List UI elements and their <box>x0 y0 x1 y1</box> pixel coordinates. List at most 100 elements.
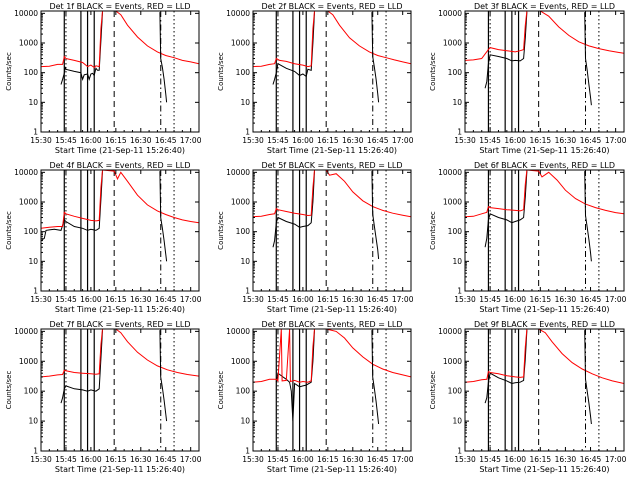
x-tick-label: 16:15 <box>105 455 127 464</box>
plot-area <box>253 329 411 451</box>
y-tick-label: 100 <box>24 387 39 396</box>
x-tick-label: 16:00 <box>504 295 526 304</box>
y-tick-label: 10000 <box>14 168 38 177</box>
x-tick-label: 15:45 <box>267 295 289 304</box>
series-line-3 <box>584 330 592 425</box>
y-tick-label: 1 <box>33 447 38 456</box>
x-axis-label: Start Time (21-Sep-11 15:26:40) <box>479 465 609 474</box>
y-tick-label: 100 <box>24 227 39 236</box>
x-axis-label: Start Time (21-Sep-11 15:26:40) <box>267 146 397 155</box>
y-tick-label: 1 <box>245 287 250 296</box>
series-line-1 <box>60 12 103 85</box>
y-tick-label: 100 <box>448 68 463 77</box>
y-tick-label: 1 <box>33 287 38 296</box>
series-line-1 <box>272 12 315 85</box>
panel-title: Det 2f BLACK = Events, RED = LLD <box>261 2 402 11</box>
y-tick-label: 10 <box>28 417 38 426</box>
plot-area <box>41 170 199 291</box>
series-line-1 <box>60 330 103 404</box>
x-tick-label: 17:00 <box>605 136 627 145</box>
y-tick-label: 10 <box>452 417 462 426</box>
y-tick-label: 1 <box>457 128 462 137</box>
x-tick-label: 17:00 <box>180 295 202 304</box>
series-line-1 <box>275 330 315 422</box>
x-tick-label: 16:15 <box>317 455 339 464</box>
x-tick-label: 15:30 <box>454 455 476 464</box>
x-tick-label: 17:00 <box>180 136 202 145</box>
y-tick-label: 100 <box>24 68 39 77</box>
y-tick-label: 100 <box>236 68 251 77</box>
detector-panel-7: 15:30 15:45 16:00 16:15 16:30 16:45 17:00 1 10 10… <box>5 320 202 474</box>
panel-title: Det 3f BLACK = Events, RED = LLD <box>474 2 615 11</box>
y-tick-label: 1000 <box>19 198 38 207</box>
y-tick-label: 10000 <box>226 9 250 18</box>
x-tick-label: 16:15 <box>317 295 339 304</box>
y-tick-label: 10000 <box>226 168 250 177</box>
x-tick-label: 16:30 <box>130 295 152 304</box>
x-tick-label: 16:30 <box>130 136 152 145</box>
x-tick-label: 15:45 <box>267 136 289 145</box>
y-tick-label: 100 <box>448 227 463 236</box>
series-line-3 <box>584 171 592 262</box>
x-axis-label: Start Time (21-Sep-11 15:26:40) <box>267 465 397 474</box>
y-tick-label: 10 <box>240 98 250 107</box>
plot-frame <box>464 10 625 133</box>
x-tick-label: 16:45 <box>367 295 389 304</box>
x-tick-label: 16:00 <box>80 455 102 464</box>
x-tick-label: 16:45 <box>580 455 602 464</box>
x-axis-label: Start Time (21-Sep-11 15:26:40) <box>55 146 185 155</box>
series-line-2 <box>41 11 199 69</box>
x-tick-label: 16:15 <box>530 295 552 304</box>
y-tick-label: 100 <box>236 387 251 396</box>
x-tick-label: 16:45 <box>155 136 177 145</box>
x-axis-label: Start Time (21-Sep-11 15:26:40) <box>479 146 609 155</box>
y-tick-label: 1000 <box>443 198 462 207</box>
series-line-2 <box>253 11 411 68</box>
y-tick-label: 1 <box>457 287 462 296</box>
y-tick-label: 1000 <box>231 198 250 207</box>
y-tick-label: 1000 <box>443 357 462 366</box>
detector-panel-3: 15:30 15:45 16:00 16:15 16:30 16:45 17:00 1 10 10… <box>429 2 627 155</box>
series-line-1 <box>272 171 315 248</box>
x-tick-label: 16:45 <box>367 136 389 145</box>
x-tick-label: 16:00 <box>292 455 314 464</box>
panel-title: Det 4f BLACK = Events, RED = LLD <box>49 161 190 170</box>
detector-panel-5: 15:30 15:45 16:00 16:15 16:30 16:45 17:00 1 10 10… <box>217 161 414 314</box>
x-tick-label: 16:00 <box>292 295 314 304</box>
x-tick-label: 17:00 <box>180 455 202 464</box>
series-line-2 <box>253 329 411 383</box>
y-axis-label: Counts/sec <box>217 52 225 91</box>
x-tick-label: 16:15 <box>530 455 552 464</box>
x-tick-label: 15:30 <box>242 136 264 145</box>
y-axis-label: Counts/sec <box>429 371 437 410</box>
y-axis-label: Counts/sec <box>217 211 225 250</box>
x-tick-label: 16:00 <box>80 136 102 145</box>
x-tick-label: 16:30 <box>555 295 577 304</box>
x-tick-label: 15:45 <box>55 295 77 304</box>
series-line-2 <box>465 11 624 61</box>
x-tick-label: 15:45 <box>55 455 77 464</box>
detector-panel-2: 15:30 15:45 16:00 16:15 16:30 16:45 17:00 1 10 10… <box>217 2 414 155</box>
y-axis-label: Counts/sec <box>217 371 225 410</box>
series-line-3 <box>371 171 380 260</box>
plot-frame <box>40 169 200 292</box>
x-tick-label: 16:15 <box>530 136 552 145</box>
plot-area <box>465 170 624 291</box>
x-tick-label: 15:30 <box>242 455 264 464</box>
plot-area <box>41 11 199 132</box>
x-tick-label: 16:15 <box>105 295 127 304</box>
x-tick-label: 15:30 <box>454 136 476 145</box>
y-tick-label: 100 <box>448 387 463 396</box>
y-tick-label: 1000 <box>443 39 462 48</box>
plot-area <box>253 11 411 132</box>
x-tick-label: 15:45 <box>479 295 501 304</box>
panel-title: Det 5f BLACK = Events, RED = LLD <box>261 161 402 170</box>
x-tick-label: 16:30 <box>555 455 577 464</box>
x-tick-label: 16:15 <box>317 136 339 145</box>
series-line-3 <box>159 171 168 262</box>
x-tick-label: 16:45 <box>580 295 602 304</box>
panel-title: Det 6f BLACK = Events, RED = LLD <box>474 161 615 170</box>
y-tick-label: 10000 <box>438 9 462 18</box>
series-line-2 <box>253 170 411 218</box>
